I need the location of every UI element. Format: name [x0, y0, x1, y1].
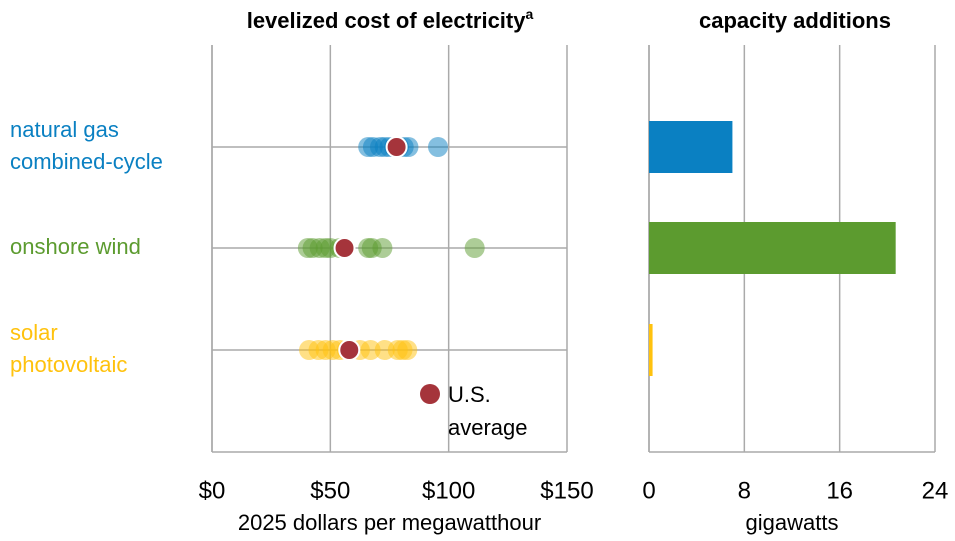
- chart-title: levelized cost of electricitya: [247, 6, 534, 33]
- cost-point: [360, 340, 381, 360]
- cost-point: [372, 238, 393, 258]
- cost-point: [397, 340, 418, 360]
- x-tick-label: 0: [642, 477, 655, 504]
- x-tick-label: 24: [922, 477, 949, 504]
- title-text: levelized cost of electricity: [247, 8, 527, 33]
- x-tick-label: 8: [738, 477, 751, 504]
- legend-marker: [420, 384, 440, 404]
- legend-label: U.S. average: [448, 382, 528, 440]
- x-tick-label: $50: [310, 477, 350, 504]
- category-label: onshore wind: [10, 234, 141, 259]
- average-point: [385, 136, 408, 158]
- cost-point: [464, 238, 485, 258]
- x-axis-label: gigawatts: [746, 510, 839, 535]
- x-tick-label: 16: [826, 477, 853, 504]
- x-axis-label: 2025 dollars per megawatthour: [238, 510, 541, 535]
- x-tick-label: $100: [422, 477, 475, 504]
- chart-title: capacity additions: [699, 8, 891, 33]
- category-label: solar photovoltaic: [10, 320, 127, 377]
- x-tick-label: $0: [199, 477, 226, 504]
- title-note: a: [525, 6, 533, 22]
- average-point: [338, 339, 361, 361]
- category-label: natural gas combined-cycle: [10, 117, 163, 174]
- bar: [649, 324, 653, 376]
- x-tick-label: $150: [540, 477, 593, 504]
- bar: [649, 121, 733, 173]
- average-point: [333, 237, 356, 259]
- bar: [649, 222, 896, 274]
- cost-point: [428, 137, 449, 157]
